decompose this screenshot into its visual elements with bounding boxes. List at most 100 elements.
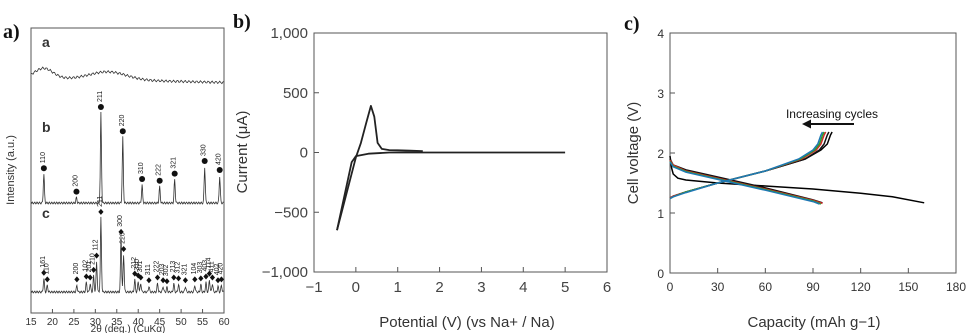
x-axis-label-a: 2θ (deg.) (CuKα)	[91, 324, 166, 333]
x-tick-label-b: 2	[435, 279, 443, 296]
x-tick-label-a: 45	[154, 317, 166, 328]
x-tick-label-a: 55	[197, 317, 209, 328]
peak-hkl-label: 302	[163, 265, 170, 277]
x-tick-label-a: 40	[133, 317, 145, 328]
peak-marker	[94, 252, 100, 259]
peak-hkl-label: 104	[191, 263, 198, 275]
x-tick-label-b: −1	[305, 279, 322, 296]
peak-hkl-label: 420	[217, 263, 224, 275]
peak-hkl-label: 300	[117, 215, 124, 227]
panel-c-charge-discharge: c) 0 30 60 90 120 150 180 0 1 2 3 4 Increasing cycl…	[614, 0, 966, 333]
plot-frame-c	[669, 32, 957, 274]
peak-marker	[154, 274, 161, 281]
peak-marker	[215, 277, 221, 284]
cycling-chart: c) 0 30 60 90 120 150 180 0 1 2 3 4 Increasing cycl…	[624, 13, 966, 331]
peak-hkl-label: 201	[86, 261, 93, 273]
peak-marker	[97, 104, 104, 110]
peak-hkl-label: 321	[171, 157, 178, 169]
y-tick-label-c: 3	[657, 87, 664, 101]
xrd-trace-a	[30, 66, 225, 85]
x-tick-label-b: 3	[477, 279, 485, 296]
x-tick-label-a: 60	[218, 317, 230, 328]
y-tick-label-b: 500	[283, 85, 308, 102]
peak-hkl-label: 212	[131, 257, 138, 269]
peak-marker	[198, 275, 204, 282]
y-axis-label-a: Intensity (a.u.)	[5, 135, 17, 205]
x-tick-label-a: 50	[176, 317, 188, 328]
peak-marker	[41, 269, 47, 276]
y-tick-label-b: −500	[274, 204, 308, 221]
cv-curve-1	[336, 105, 423, 231]
x-tick-label-a: 15	[25, 317, 37, 328]
y-tick-label-c: 0	[657, 267, 664, 281]
peak-hkl-label: 222	[156, 164, 163, 176]
peak-marker	[160, 277, 166, 284]
peak-hkl-label: 220	[120, 232, 127, 244]
peak-hkl-label: 211	[97, 91, 104, 102]
peak-marker	[139, 176, 146, 182]
peak-hkl-label: 102	[82, 260, 89, 272]
y-tick-label-b: −1,000	[262, 264, 308, 281]
panel-label-c: c)	[624, 13, 640, 35]
peak-hkl-label: 411	[208, 261, 215, 272]
peak-marker	[98, 208, 104, 215]
x-tick-label-c: 90	[806, 280, 820, 294]
peak-hkl-label: 311	[145, 264, 152, 275]
x-tick-label-b: 5	[561, 279, 569, 296]
peak-hkl-label: 402	[214, 264, 221, 276]
axis-ticks-c: 0 30 60 90 120 150 180 0 1 2 3 4	[657, 27, 966, 294]
trace-label-a: a	[42, 34, 50, 50]
peak-hkl-label: 110	[40, 152, 47, 163]
y-tick-label-c: 2	[657, 147, 664, 161]
x-tick-label-a: 20	[47, 317, 59, 328]
peak-hkl-label: 213	[170, 261, 177, 273]
peak-hkl-label: 420	[216, 153, 223, 165]
peak-hkl-label: 161	[40, 256, 47, 268]
peak-marker	[91, 266, 97, 273]
peak-hkl-label: 321	[181, 264, 188, 276]
peak-marker	[87, 274, 93, 281]
xrd-trace-c	[30, 216, 224, 294]
peak-marker	[44, 276, 50, 283]
peak-marker	[118, 228, 124, 235]
peak-hkl-label: 301	[137, 261, 144, 273]
peak-marker	[121, 245, 127, 252]
peak-marker	[201, 158, 208, 164]
peak-hkl-label: 330	[201, 144, 208, 156]
peak-marker	[138, 274, 144, 281]
x-tick-label-b: 1	[394, 279, 402, 296]
discharge-curve-3	[669, 159, 823, 205]
xrd-trace-b	[30, 111, 224, 205]
peak-marker	[206, 270, 213, 277]
peak-hkl-label: 220	[119, 115, 126, 127]
peak-marker	[175, 275, 182, 282]
peak-hkl-label: 310	[138, 162, 145, 174]
x-tick-label-c: 0	[667, 280, 674, 294]
peak-hkl-label: 200	[73, 175, 80, 187]
trace-label-b: b	[42, 119, 51, 135]
peak-hkl-label: 312	[175, 262, 182, 274]
peak-marker	[83, 273, 89, 280]
peak-hkl-label: 210	[90, 253, 97, 265]
peak-marker	[74, 276, 80, 283]
peak-marker	[218, 276, 225, 283]
cv-chart: b) −1 0 1 2 3 4 5 6 −1,000 −500 0 500 1,000 Current …	[233, 11, 611, 331]
x-tick-label-c: 180	[946, 280, 966, 294]
peak-hkl-label: 310	[134, 259, 141, 271]
peak-hkl-label: 303	[197, 262, 204, 274]
cycle-curves	[669, 131, 925, 205]
peak-marker	[171, 170, 178, 177]
x-tick-label-b: 6	[603, 279, 611, 296]
plot-frame-a	[30, 27, 225, 314]
x-tick-label-c: 60	[759, 280, 773, 294]
y-tick-label-c: 1	[657, 207, 664, 221]
y-axis-label-b: Current (μA)	[234, 111, 251, 194]
x-tick-label-c: 120	[851, 280, 871, 294]
axis-ticks-b: −1 0 1 2 3 4 5 6 −1,000 −500 0 500 1,000	[262, 25, 611, 296]
peak-marker	[156, 177, 163, 184]
peak-hkl-label: 110	[43, 263, 50, 274]
y-tick-label-b: 0	[300, 145, 308, 162]
peak-marker	[209, 274, 216, 281]
